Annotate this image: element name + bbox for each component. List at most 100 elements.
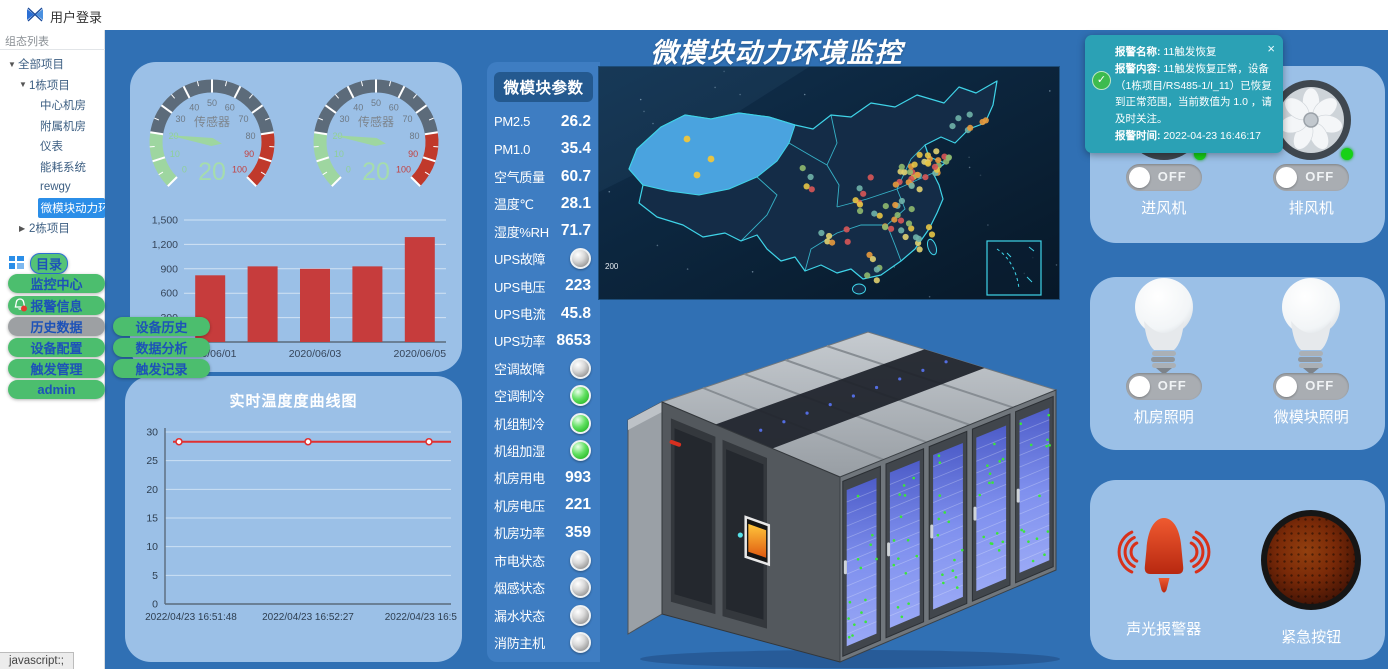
- tree-item[interactable]: ▼ 全部项目: [0, 54, 105, 75]
- param-row: 消防主机: [487, 629, 600, 656]
- param-row: 机房电压 221: [487, 492, 600, 519]
- menu-item-4[interactable]: 设备配置: [8, 338, 105, 357]
- alarm-toast: ✓ × 报警名称: 11触发恢复 报警内容: 11触发恢复正常，设备（1栋项目/…: [1085, 35, 1283, 153]
- module-light-toggle[interactable]: OFF: [1273, 373, 1350, 400]
- svg-text:20: 20: [146, 484, 158, 496]
- tree-item-label: 全部项目: [18, 59, 64, 72]
- svg-text:900: 900: [160, 263, 178, 275]
- svg-text:30: 30: [175, 114, 185, 124]
- tree-item-label: rewgy: [40, 181, 71, 194]
- param-label: 湿度%RH: [494, 224, 549, 240]
- daily-bar-chart: 03006009001,2001,5002020/06/012020/06/03…: [140, 210, 452, 366]
- param-row: UPS功率 8653: [487, 327, 600, 354]
- close-icon[interactable]: ×: [1267, 41, 1275, 56]
- param-row: UPS故障: [487, 245, 600, 272]
- menu-item-3[interactable]: 历史数据: [8, 317, 105, 336]
- tree-item-label: 附属机房: [40, 120, 86, 133]
- intake-fan-toggle[interactable]: OFF: [1125, 164, 1202, 191]
- svg-text:2020/06/05: 2020/06/05: [394, 348, 447, 360]
- line-chart-panel: 实时温度度曲线图 0 5 10 15 20 25 30 2022/04/23 16:51:48…: [125, 376, 462, 662]
- svg-text:传感器: 传感器: [194, 114, 230, 129]
- exhaust-fan-toggle[interactable]: OFF: [1273, 164, 1350, 191]
- tree-item[interactable]: ▼ 1栋项目: [0, 75, 105, 96]
- siren-icon: [1117, 518, 1211, 593]
- tree-item[interactable]: 能耗系统: [0, 157, 105, 178]
- room-light-label: 机房照明: [1133, 409, 1194, 426]
- menu-item-6[interactable]: admin: [8, 380, 105, 399]
- param-value: 71.7: [560, 222, 591, 240]
- param-row: UPS电流 45.8: [487, 300, 600, 327]
- south-china-sea-inset: [986, 240, 1042, 296]
- sensor-gauge-right: 0 10 20 30 40 50 60 70 80 90 100 传感器 20: [296, 66, 456, 208]
- highlighted-region: [628, 112, 796, 196]
- svg-text:10: 10: [170, 149, 180, 159]
- temperature-line-chart: 0 5 10 15 20 25 30 2022/04/23 16:51:48 2022/04/2…: [129, 416, 459, 634]
- param-value: 45.8: [560, 304, 591, 322]
- param-value: 359: [565, 523, 591, 541]
- tree-item[interactable]: 中心机房: [0, 95, 105, 116]
- param-row: PM2.5 26.2: [487, 108, 600, 135]
- param-value: 223: [565, 277, 591, 295]
- toast-text: 报警名称: 11触发恢复 报警内容: 11触发恢复正常，设备（1栋项目/RS48…: [1115, 46, 1272, 142]
- user-login-title[interactable]: 用户登录: [50, 10, 103, 25]
- svg-text:传感器: 传感器: [358, 114, 394, 129]
- emergency-button[interactable]: [1261, 510, 1362, 610]
- svg-text:90: 90: [408, 149, 418, 159]
- svg-text:40: 40: [353, 102, 363, 112]
- tree-item-label: 能耗系统: [40, 161, 86, 174]
- svg-text:2022/04/23 16:52:27: 2022/04/23 16:52:27: [262, 612, 354, 623]
- submenu-item-3[interactable]: 触发记录: [113, 359, 210, 378]
- menu-item-5[interactable]: 触发管理: [8, 359, 105, 378]
- menu-item-2[interactable]: 报警信息: [8, 296, 105, 315]
- param-label: 温度℃: [494, 197, 534, 213]
- caret-down-icon[interactable]: ▼: [8, 59, 16, 69]
- tree-item[interactable]: rewgy: [0, 177, 105, 198]
- svg-text:600: 600: [160, 288, 178, 300]
- menu-directory[interactable]: 目录: [30, 253, 68, 274]
- svg-text:2022/04/23 16:51:48: 2022/04/23 16:51:48: [145, 612, 237, 623]
- grid-icon[interactable]: [9, 256, 24, 269]
- page-title: 微模块动力环境监控: [650, 38, 903, 68]
- gauge-bar-panel: 0 10 20 30 40 50 60 70 80 90 100 传感器 20 0 10 20 30 40 50 6…: [130, 62, 462, 372]
- bulb-icon: [1282, 278, 1341, 373]
- window-titlebar: 用户登录: [0, 0, 1388, 30]
- alarm-control-panel: 声光报警器 紧急按钮: [1090, 480, 1385, 660]
- tree-item[interactable]: ▶ 2栋项目: [0, 218, 105, 239]
- caret-down-icon[interactable]: ▼: [19, 80, 27, 90]
- param-label: 机组加湿: [494, 444, 545, 460]
- svg-text:50: 50: [371, 98, 381, 108]
- param-row: 空调故障: [487, 355, 600, 382]
- param-label: UPS电流: [494, 307, 546, 323]
- server-module-3d: [627, 331, 1060, 668]
- svg-text:5: 5: [152, 570, 158, 582]
- svg-text:100: 100: [232, 165, 247, 175]
- tree-item[interactable]: 仪表: [0, 136, 105, 157]
- room-light-toggle[interactable]: OFF: [1125, 373, 1202, 400]
- status-indicator-gray: [570, 577, 591, 599]
- fan-status-dot: [1341, 148, 1354, 160]
- param-label: 空调制冷: [494, 389, 545, 405]
- param-row: 机房用电 993: [487, 464, 600, 491]
- param-value: 8653: [556, 331, 591, 349]
- svg-text:90: 90: [244, 149, 254, 159]
- param-row: 机房功率 359: [487, 519, 600, 546]
- tree-item[interactable]: 附属机房: [0, 116, 105, 137]
- tree-item[interactable]: 微模块动力环境: [0, 197, 105, 219]
- submenu-item-2[interactable]: 数据分析: [113, 338, 210, 357]
- submenu-item-1[interactable]: 设备历史: [113, 317, 210, 336]
- svg-text:30: 30: [339, 114, 349, 124]
- caret-right-icon[interactable]: ▶: [19, 223, 26, 233]
- toggle-state-label: OFF: [1157, 169, 1187, 184]
- sensor-gauge-left: 0 10 20 30 40 50 60 70 80 90 100 传感器 20: [132, 66, 292, 208]
- emergency-button-label: 紧急按钮: [1281, 629, 1342, 646]
- menu-item-1[interactable]: 监控中心: [8, 274, 105, 293]
- tree-item-label: 微模块动力环境: [37, 197, 105, 218]
- toggle-knob: [1276, 376, 1298, 397]
- server-room-3d: [600, 302, 1060, 669]
- status-indicator-gray: [570, 549, 591, 571]
- bar-chart: 03006009001,2001,5002020/06/012020/06/03…: [152, 215, 447, 361]
- param-label: 漏水状态: [494, 608, 545, 624]
- svg-text:100: 100: [396, 165, 411, 175]
- svg-text:0: 0: [346, 165, 351, 175]
